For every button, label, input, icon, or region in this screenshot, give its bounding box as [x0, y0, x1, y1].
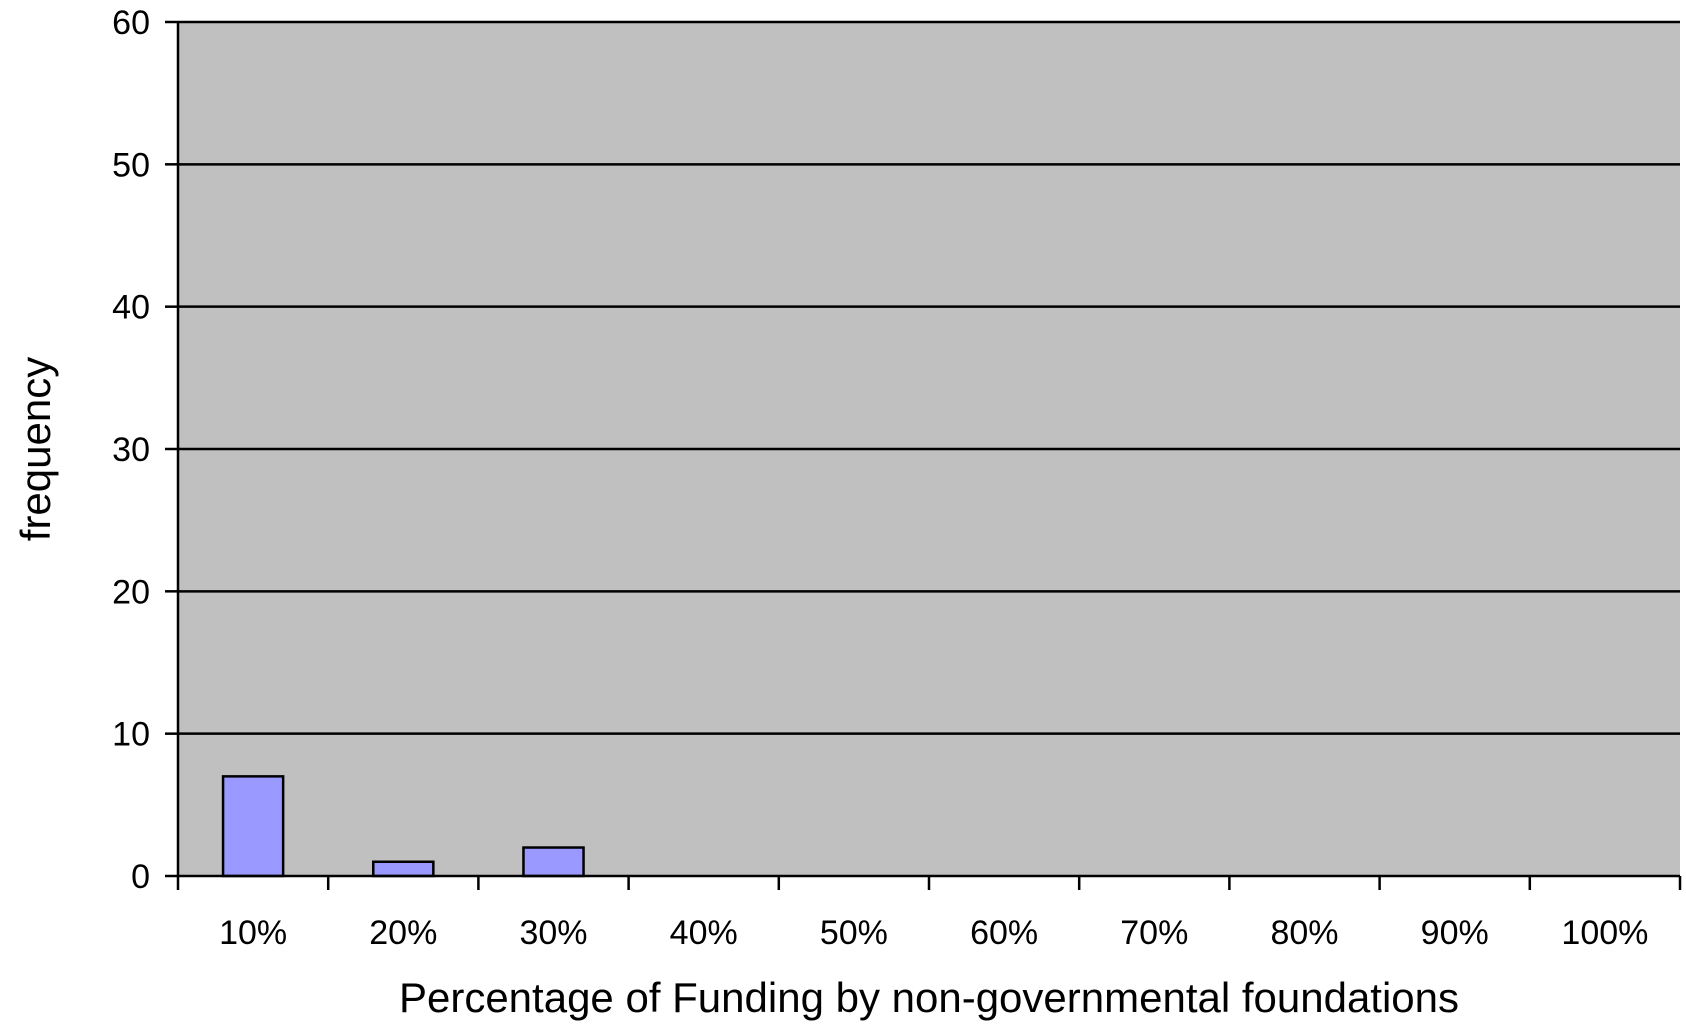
y-tick-label: 10 [112, 716, 150, 754]
gridlines [178, 20, 1680, 735]
y-tick-label: 60 [112, 4, 150, 42]
y-tick-label: 40 [112, 289, 150, 327]
x-axis-title: Percentage of Funding by non-governmenta… [399, 974, 1459, 1021]
x-tick-labels: 10% 20% 30% 40% 50% 60% 70% 80% 90% 100% [219, 914, 1648, 952]
x-tick-label: 30% [519, 914, 587, 952]
bar [221, 775, 285, 878]
y-tick-label: 0 [131, 858, 150, 896]
bars [221, 775, 585, 878]
x-tick-label: 50% [820, 914, 888, 952]
x-tick-label: 10% [219, 914, 287, 952]
x-tick-label: 60% [970, 914, 1038, 952]
y-axis-title: frequency [12, 357, 59, 541]
bar [372, 860, 435, 878]
y-tick-label: 30 [112, 431, 150, 469]
x-tick-label: 20% [369, 914, 437, 952]
axes [165, 20, 1682, 890]
y-tick-label: 20 [112, 573, 150, 611]
y-tick-labels: 0 10 20 30 40 50 60 [112, 4, 150, 896]
x-tick-label: 40% [670, 914, 738, 952]
x-tick-label: 100% [1561, 914, 1648, 952]
bar [522, 846, 585, 878]
x-tick-label: 70% [1120, 914, 1188, 952]
x-tick-label: 80% [1270, 914, 1338, 952]
x-tick-label: 90% [1421, 914, 1489, 952]
y-tick-label: 50 [112, 146, 150, 184]
